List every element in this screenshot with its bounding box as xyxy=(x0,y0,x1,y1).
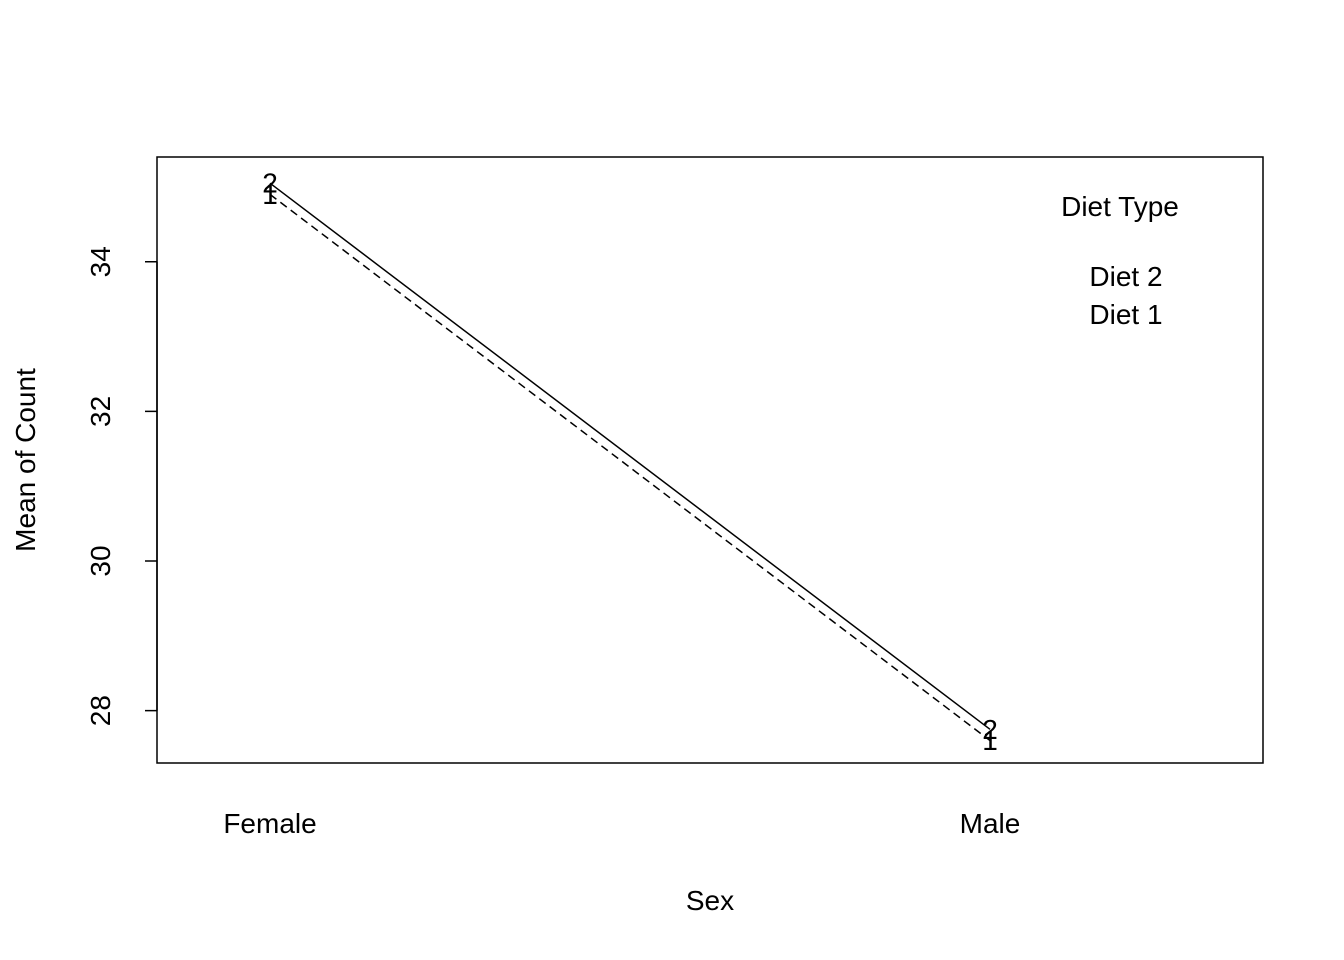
x-tick-label-male: Male xyxy=(960,808,1021,839)
legend-entries: Diet 2 Diet 1 xyxy=(1089,261,1162,330)
series-1-point-male: 1 xyxy=(982,725,998,756)
x-tick-labels: Female Male xyxy=(223,808,1020,839)
x-tick-label-female: Female xyxy=(223,808,316,839)
legend: Diet Type Diet 2 Diet 1 xyxy=(1061,191,1179,330)
plot-frame xyxy=(156,156,1264,764)
legend-entry-diet-1: Diet 1 xyxy=(1089,299,1162,330)
y-tick-label-32: 32 xyxy=(85,396,116,427)
series-2-point-female: 2 xyxy=(262,168,278,199)
legend-title: Diet Type xyxy=(1061,191,1179,222)
series-lines xyxy=(269,182,991,742)
y-axis: 28 30 32 34 xyxy=(85,246,158,726)
legend-entry-diet-2: Diet 2 xyxy=(1089,261,1162,292)
series-line-2 xyxy=(269,182,991,730)
series-line-1 xyxy=(269,193,991,742)
y-axis-label: Mean of Count xyxy=(10,368,41,552)
y-tick-label-30: 30 xyxy=(85,545,116,576)
series-1-point-female: 1 xyxy=(262,179,278,210)
x-axis-label: Sex xyxy=(686,885,734,916)
series-2-point-male: 2 xyxy=(982,714,998,745)
y-tick-label-34: 34 xyxy=(85,246,116,277)
y-tick-label-28: 28 xyxy=(85,695,116,726)
